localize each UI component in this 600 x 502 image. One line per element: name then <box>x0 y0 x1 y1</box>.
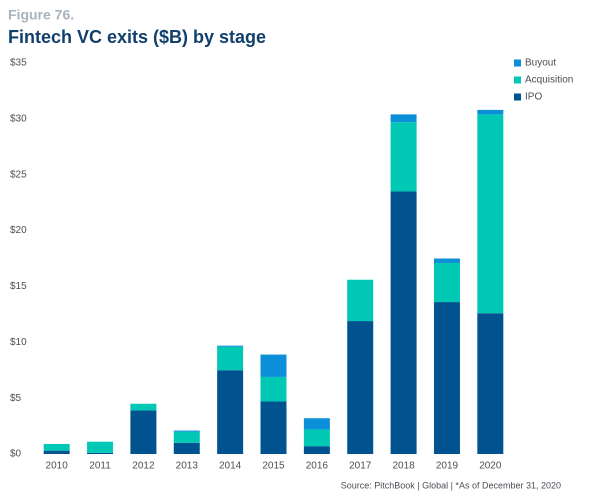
bar-segment <box>87 441 114 453</box>
bar-segment <box>303 429 330 447</box>
y-tick-label: $15 <box>10 281 27 292</box>
bar-segment <box>260 354 287 377</box>
chart-title: Fintech VC exits ($B) by stage <box>8 27 266 47</box>
y-tick-label: $35 <box>10 58 27 69</box>
bar-segment <box>173 442 200 454</box>
bar-segment <box>217 346 244 371</box>
x-tick-label: 2016 <box>306 461 329 472</box>
bar-segment <box>173 431 200 443</box>
x-tick-label: 2014 <box>219 461 242 472</box>
bar-segment <box>217 370 244 454</box>
y-tick-label: $0 <box>10 449 22 460</box>
bar-segment <box>433 262 460 303</box>
bar-segment <box>303 418 330 430</box>
x-tick-label: 2012 <box>132 461 155 472</box>
x-tick-label: 2011 <box>89 461 111 472</box>
bar-segment <box>303 446 330 454</box>
source-note: Source: PitchBook | Global | *As of Dece… <box>341 480 561 490</box>
bar-segment <box>390 191 417 454</box>
legend-label: Acquisition <box>525 75 573 86</box>
bar-segment <box>477 109 504 115</box>
bar-segment <box>87 452 114 454</box>
x-tick-label: 2020 <box>479 461 502 472</box>
bar-segment <box>260 376 287 402</box>
bar-segment <box>433 258 460 263</box>
figure-label: Figure 76. <box>8 7 74 23</box>
y-tick-label: $5 <box>10 393 22 404</box>
legend-swatch <box>514 76 521 84</box>
y-tick-label: $25 <box>10 169 27 180</box>
legend-label: Buyout <box>525 58 556 69</box>
bar-segment <box>130 403 157 411</box>
bar-segment <box>43 450 70 454</box>
x-tick-label: 2017 <box>349 461 372 472</box>
y-tick-label: $30 <box>10 113 27 124</box>
legend-swatch <box>514 59 521 67</box>
bar-segment <box>130 410 157 454</box>
x-tick-label: 2018 <box>392 461 415 472</box>
legend-label: IPO <box>525 92 542 103</box>
x-tick-label: 2019 <box>436 461 459 472</box>
bar-segment <box>217 345 244 347</box>
x-tick-label: 2010 <box>46 461 69 472</box>
bar-segment <box>173 430 200 432</box>
bar-segment <box>390 114 417 123</box>
bar-segment <box>347 279 374 322</box>
bar-segment <box>390 122 417 192</box>
bar-segment <box>477 313 504 454</box>
bar-segment <box>347 321 374 454</box>
y-tick-label: $10 <box>10 337 27 348</box>
x-tick-label: 2015 <box>262 461 285 472</box>
x-tick-label: 2013 <box>176 461 199 472</box>
bar-segment <box>43 443 70 451</box>
bar-segment <box>260 401 287 454</box>
bar-segment <box>433 302 460 454</box>
legend-swatch <box>514 93 521 101</box>
bar-segment <box>477 114 504 314</box>
y-tick-label: $20 <box>10 225 27 236</box>
